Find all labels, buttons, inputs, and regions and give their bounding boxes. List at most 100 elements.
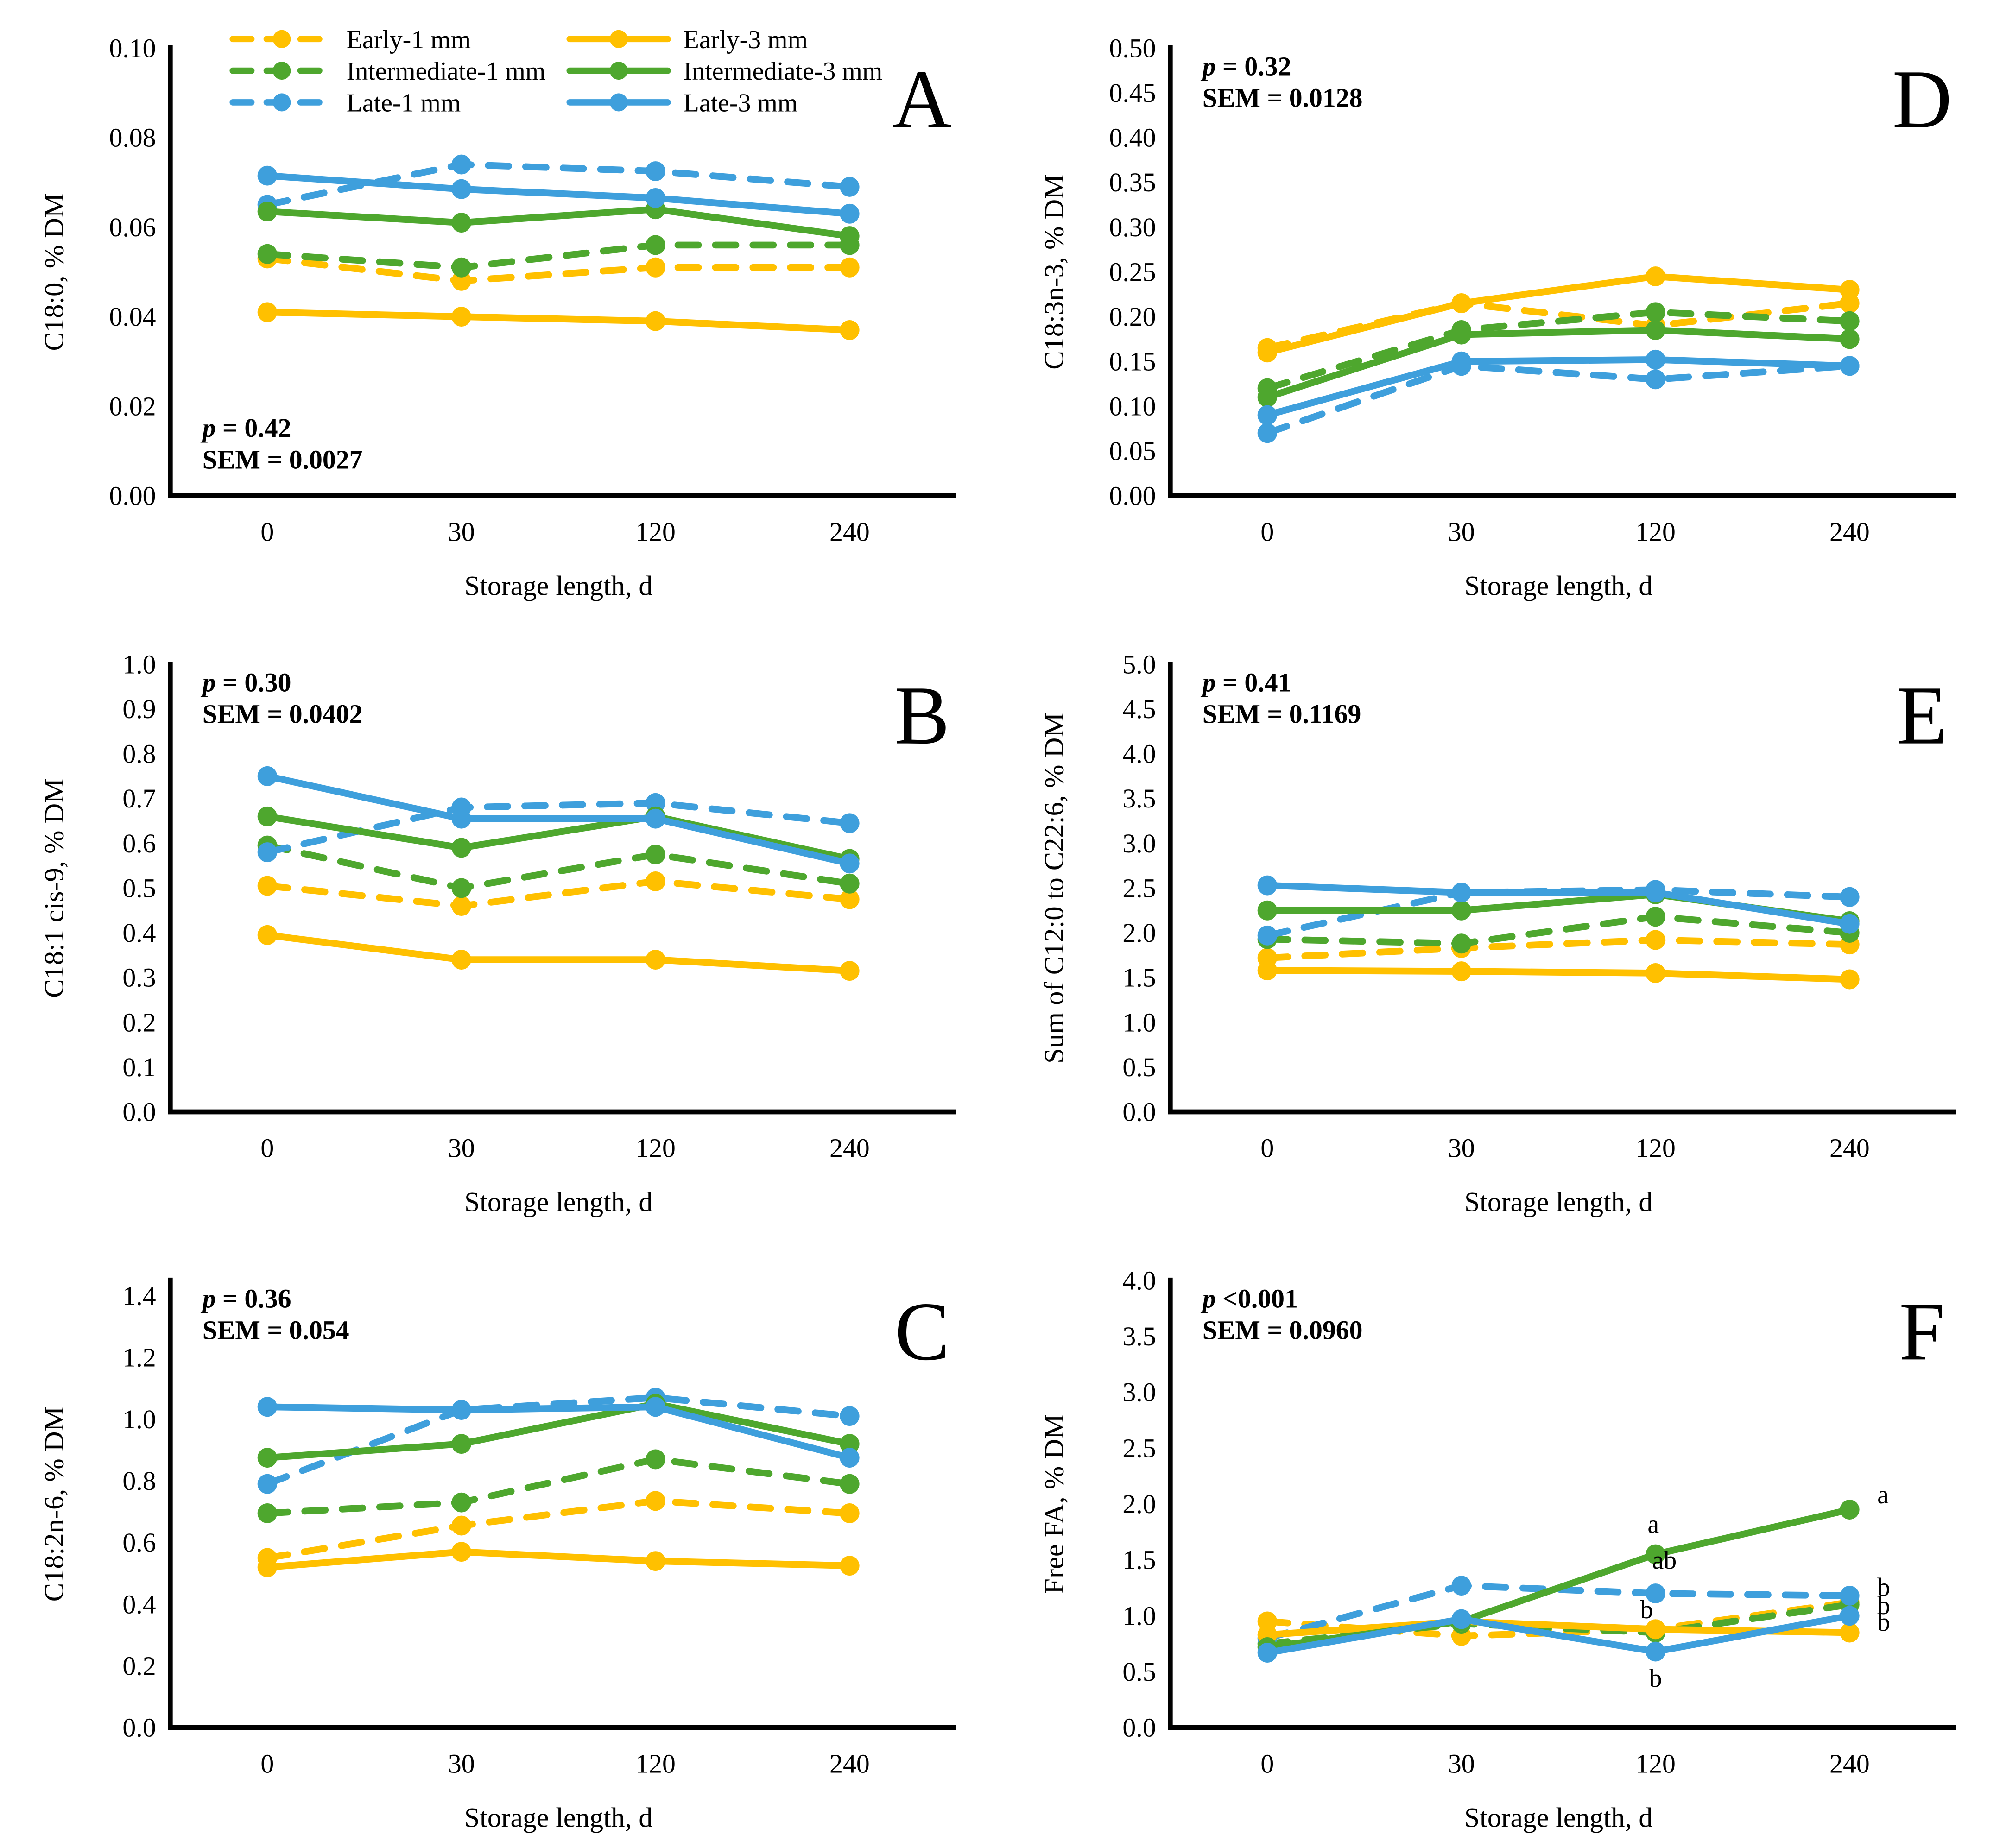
data-point-intermediate-3-mm: [1646, 1544, 1665, 1564]
y-tick-label: 4.0: [1122, 1265, 1156, 1295]
data-point-intermediate-3-mm: [1840, 329, 1860, 349]
y-tick-label: 0.0: [122, 1712, 156, 1742]
y-tick-label: 0.2: [122, 1007, 156, 1037]
legend-label-early-3-mm: Early-3 mm: [684, 25, 808, 54]
y-tick-label: 2.5: [1122, 1433, 1156, 1463]
data-point-early-3-mm: [1451, 293, 1471, 314]
data-point-intermediate-1-mm: [646, 844, 665, 864]
y-tick-label: 5.0: [1122, 649, 1156, 679]
y-tick-label: 0.30: [1109, 212, 1156, 242]
x-tick-label: 30: [448, 1133, 475, 1163]
panel-letter: A: [892, 53, 952, 145]
y-tick-label: 0.02: [109, 391, 156, 421]
x-tick-label: 240: [1829, 1133, 1870, 1163]
data-point-late-3-mm: [1840, 356, 1860, 376]
legend-marker-early-3-mm: [609, 30, 628, 48]
data-point-late-3-mm: [1451, 351, 1471, 372]
y-tick-label: 0.1: [122, 1052, 156, 1082]
x-tick-label: 0: [260, 517, 274, 547]
p-value-label: p = 0.36: [200, 1283, 291, 1313]
series-line-late-1-mm: [264, 1394, 853, 1488]
data-point-intermediate-3-mm: [840, 226, 860, 246]
data-point-early-3-mm: [451, 1542, 471, 1562]
data-point-early-3-mm: [1840, 969, 1860, 990]
x-axis-title: Storage length, d: [1464, 1802, 1652, 1833]
legend-marker-intermediate-3-mm: [609, 62, 628, 80]
data-point-early-1-mm: [1646, 930, 1665, 950]
data-point-early-3-mm: [1840, 1622, 1860, 1643]
series-line-intermediate-3-mm: [1264, 327, 1853, 401]
y-tick-label: 0.25: [1109, 257, 1156, 287]
data-point-late-1-mm: [646, 161, 665, 182]
x-tick-label: 240: [829, 1133, 870, 1163]
y-tick-label: 3.5: [1122, 783, 1156, 814]
panel-c: 0.0 0.2 0.4 0.6 0.8 1.0 1.2 1.4 0 30 120 240 Storage…: [19, 1240, 981, 1841]
y-tick-label: 0.4: [122, 918, 156, 948]
y-tick-label: 0.5: [122, 873, 156, 903]
significance-letter: a: [1877, 1481, 1889, 1509]
y-tick-label: 0.0: [1122, 1712, 1156, 1742]
y-tick-label: 0.5: [1122, 1657, 1156, 1687]
y-tick-label: 3.0: [1122, 1377, 1156, 1407]
y-tick-label: 0.8: [122, 738, 156, 769]
data-point-intermediate-1-mm: [1840, 311, 1860, 331]
x-tick-label: 120: [635, 1748, 676, 1779]
y-tick-label: 0.20: [1109, 302, 1156, 332]
x-tick-label: 120: [1635, 1748, 1676, 1779]
y-tick-label: 0.05: [1109, 436, 1156, 466]
significance-letter: a: [1647, 1510, 1659, 1539]
legend-label-late-3-mm: Late-3 mm: [684, 88, 798, 117]
y-tick-label: 1.0: [122, 649, 156, 679]
sem-label: SEM = 0.1169: [1203, 699, 1361, 729]
x-tick-label: 240: [1829, 1748, 1870, 1779]
data-point-intermediate-1-mm: [840, 873, 860, 894]
data-point-early-1-mm: [451, 1515, 471, 1536]
data-point-early-3-mm: [1840, 280, 1860, 300]
significance-letter: b: [1640, 1595, 1653, 1624]
y-tick-label: 0.5: [1122, 1052, 1156, 1082]
y-tick-label: 1.2: [122, 1342, 156, 1372]
significance-letter: b: [1877, 1608, 1890, 1637]
data-point-late-3-mm: [840, 1448, 860, 1468]
y-axis-title: Free FA, % DM: [1038, 1414, 1070, 1594]
significance-letter: b: [1877, 1573, 1890, 1602]
data-point-late-1-mm: [1646, 1583, 1665, 1604]
data-point-early-1-mm: [840, 257, 860, 278]
x-tick-label: 30: [1448, 1748, 1475, 1779]
series-line-early-1-mm: [1264, 936, 1853, 961]
series-line-intermediate-3-mm: [264, 1400, 853, 1461]
y-tick-label: 0.8: [122, 1466, 156, 1496]
data-point-early-3-mm: [1257, 960, 1278, 981]
data-point-intermediate-1-mm: [1646, 302, 1665, 322]
x-tick-label: 0: [260, 1748, 274, 1779]
data-point-intermediate-1-mm: [257, 244, 278, 264]
sem-label: SEM = 0.054: [203, 1315, 349, 1345]
x-tick-label: 0: [1260, 1748, 1274, 1779]
x-tick-label: 240: [829, 1748, 870, 1779]
legend-marker-late-1-mm: [272, 93, 291, 112]
significance-letter: ab: [1652, 1546, 1677, 1575]
series-line-early-3-mm: [264, 932, 853, 974]
data-point-late-1-mm: [840, 1406, 860, 1426]
x-tick-label: 30: [1448, 1133, 1475, 1163]
y-tick-label: 1.4: [122, 1280, 156, 1311]
data-point-intermediate-3-mm: [257, 202, 278, 221]
data-point-early-1-mm: [646, 871, 665, 891]
panel-letter: C: [895, 1285, 950, 1377]
y-tick-label: 0.10: [109, 33, 156, 63]
y-tick-label: 0.10: [1109, 391, 1156, 421]
series-line-intermediate-3-mm: [264, 813, 853, 863]
y-tick-label: 0.0: [1122, 1097, 1156, 1127]
x-tick-label: 120: [1635, 517, 1676, 547]
data-point-early-3-mm: [646, 1551, 665, 1571]
x-axis-title: Storage length, d: [464, 1186, 652, 1217]
x-axis-title: Storage length, d: [1464, 1186, 1652, 1217]
data-point-intermediate-3-mm: [451, 1434, 471, 1454]
data-point-early-1-mm: [646, 257, 665, 278]
data-point-late-1-mm: [257, 1474, 278, 1494]
data-point-intermediate-3-mm: [451, 838, 471, 858]
y-tick-label: 2.0: [1122, 1489, 1156, 1519]
sem-label: SEM = 0.0027: [203, 444, 363, 474]
series-line-late-3-mm: [264, 773, 853, 867]
legend-marker-late-3-mm: [609, 93, 628, 112]
